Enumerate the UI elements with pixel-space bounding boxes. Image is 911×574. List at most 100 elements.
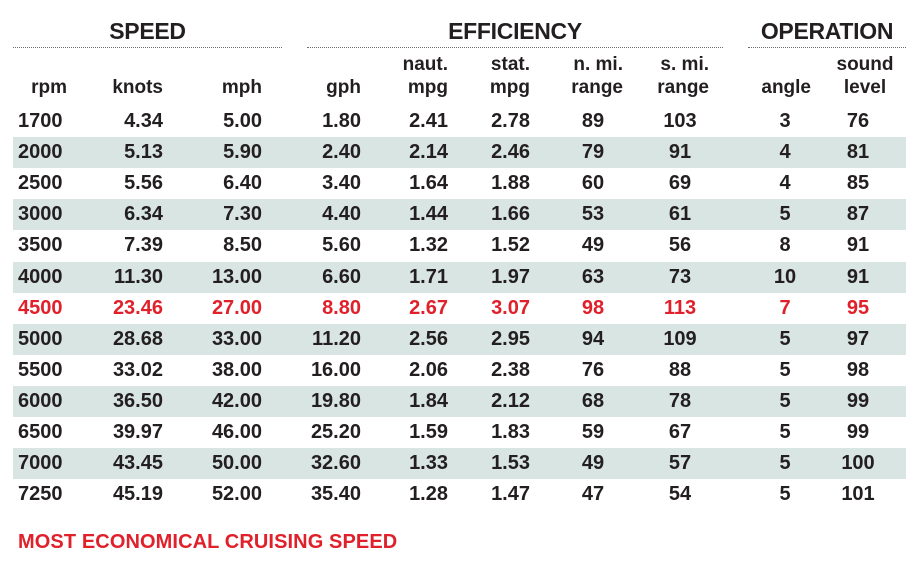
cell-knots: 23.46 — [112, 296, 163, 319]
cell-s-mi-range: 103 — [663, 110, 697, 132]
cell-naut-mpg: 1.59 — [409, 421, 448, 443]
cell-stat-mpg: 1.52 — [491, 234, 530, 257]
cell-angle: 5 — [779, 203, 791, 226]
column-header-naut-mpg-line1: naut. — [402, 54, 448, 75]
cell-gph: 3.40 — [322, 172, 361, 195]
cell-naut-mpg: 2.41 — [409, 110, 448, 132]
column-header-rpm: rpm — [31, 77, 67, 98]
cell-stat-mpg: 2.95 — [491, 327, 530, 350]
cell-rpm: 1700 — [18, 110, 63, 132]
group-rule-efficiency — [307, 47, 723, 48]
cell-knots: 6.34 — [124, 203, 163, 226]
cell-knots: 7.39 — [124, 234, 163, 257]
cell-naut-mpg: 1.84 — [409, 389, 448, 412]
cell-mph: 42.00 — [211, 389, 262, 412]
cell-sound-level: 100 — [841, 452, 875, 475]
table-row: 7000 43.45 50.00 32.60 1.33 1.53 49 57 5 100 — [13, 448, 906, 480]
cell-rpm: 4500 — [18, 296, 63, 319]
cell-knots: 11.30 — [114, 265, 163, 288]
table-row: 2000 5.13 5.90 2.40 2.14 2.46 79 91 4 81 — [13, 137, 906, 169]
table-row: 5500 33.02 38.00 16.00 2.06 2.38 76 88 5 98 — [13, 355, 906, 386]
table-row: 6000 36.50 42.00 19.80 1.84 2.12 68 78 5 99 — [13, 385, 906, 417]
column-header-s-mi-range: range — [657, 77, 709, 98]
cell-gph: 35.40 — [310, 483, 361, 506]
cell-stat-mpg: 1.47 — [491, 483, 530, 506]
column-header-naut-mpg: mpg — [407, 77, 448, 98]
cell-naut-mpg: 2.56 — [409, 327, 448, 350]
cell-n-mi-range: 68 — [581, 389, 605, 412]
cell-sound-level: 81 — [846, 141, 870, 164]
cell-rpm: 6500 — [18, 421, 63, 443]
column-header-s-mi-range-line1: s. mi. — [660, 54, 709, 75]
cell-mph: 50.00 — [211, 452, 262, 475]
cell-gph: 32.60 — [310, 452, 361, 475]
cell-stat-mpg: 1.97 — [491, 265, 530, 288]
footnote-economical-speed: MOST ECONOMICAL CRUISING SPEED — [18, 531, 398, 553]
cell-stat-mpg: 2.12 — [491, 389, 530, 412]
cell-n-mi-range: 79 — [581, 141, 605, 164]
table-row: 4000 11.30 13.00 6.60 1.71 1.97 63 73 10 91 — [13, 261, 906, 293]
column-header-stat-mpg: mpg — [489, 77, 530, 98]
cell-stat-mpg: 1.83 — [491, 421, 530, 443]
cell-mph: 5.00 — [223, 110, 262, 132]
cell-angle: 8 — [779, 234, 791, 257]
cell-naut-mpg: 1.64 — [409, 172, 448, 195]
cell-gph: 8.80 — [322, 296, 361, 319]
cell-knots: 36.50 — [112, 389, 163, 412]
cell-gph: 4.40 — [322, 203, 361, 226]
cell-angle: 5 — [779, 327, 791, 350]
cell-sound-level: 87 — [846, 203, 870, 226]
cell-gph: 6.60 — [322, 265, 361, 288]
cell-mph: 52.00 — [211, 483, 262, 506]
cell-n-mi-range: 94 — [581, 327, 605, 350]
cell-mph: 6.40 — [223, 172, 262, 195]
cell-rpm: 2000 — [18, 141, 63, 164]
cell-n-mi-range: 59 — [581, 421, 605, 443]
column-header-sound-level-line1: sound — [836, 54, 894, 75]
cell-n-mi-range: 76 — [581, 358, 605, 381]
group-title-operation: OPERATION — [760, 18, 894, 44]
table-row: 7250 45.19 52.00 35.40 1.28 1.47 47 54 5 101 — [13, 479, 906, 510]
cell-s-mi-range: 57 — [668, 452, 692, 475]
cell-gph: 25.20 — [310, 421, 361, 443]
cell-mph: 13.00 — [211, 265, 262, 288]
cell-angle: 10 — [773, 265, 797, 288]
cell-angle: 5 — [779, 483, 791, 506]
column-header-sound-level: level — [843, 77, 887, 98]
cell-stat-mpg: 2.38 — [491, 358, 530, 381]
group-title-efficiency: EFFICIENCY — [448, 18, 582, 44]
cell-rpm: 5500 — [18, 358, 63, 381]
cell-n-mi-range: 60 — [581, 172, 605, 195]
table-row: 3000 6.34 7.30 4.40 1.44 1.66 53 61 5 87 — [13, 199, 906, 231]
cell-sound-level: 98 — [846, 358, 870, 381]
cell-n-mi-range: 98 — [581, 296, 605, 319]
table-row: 6500 39.97 46.00 25.20 1.59 1.83 59 67 5 99 — [13, 417, 906, 448]
cell-mph: 33.00 — [211, 327, 262, 350]
cell-sound-level: 97 — [846, 327, 870, 350]
cell-s-mi-range: 54 — [668, 483, 692, 506]
column-header-gph: gph — [326, 77, 361, 98]
cell-rpm: 6000 — [18, 389, 63, 412]
table-row: 3500 7.39 8.50 5.60 1.32 1.52 49 56 8 91 — [13, 230, 906, 261]
cell-s-mi-range: 78 — [668, 389, 692, 412]
cell-stat-mpg: 3.07 — [491, 296, 530, 319]
cell-angle: 5 — [779, 389, 791, 412]
table-row: 1700 4.34 5.00 1.80 2.41 2.78 89 103 3 76 — [13, 106, 906, 137]
cell-knots: 43.45 — [112, 452, 163, 475]
cell-gph: 5.60 — [322, 234, 361, 257]
column-header-n-mi-range: range — [571, 77, 623, 98]
cell-rpm: 7250 — [18, 483, 63, 506]
cell-knots: 45.19 — [112, 483, 163, 506]
cell-knots: 4.34 — [124, 110, 163, 132]
cell-naut-mpg: 1.44 — [409, 203, 448, 226]
cell-rpm: 7000 — [18, 452, 63, 475]
cell-gph: 11.20 — [312, 327, 361, 350]
table-row-highlighted: 4500 23.46 27.00 8.80 2.67 3.07 98 113 7 95 — [13, 293, 906, 324]
table-row: 5000 28.68 33.00 11.20 2.56 2.95 94 109 5 97 — [13, 323, 906, 355]
cell-s-mi-range: 69 — [668, 172, 692, 195]
cell-s-mi-range: 67 — [668, 421, 692, 443]
cell-sound-level: 99 — [846, 389, 870, 412]
cell-sound-level: 99 — [846, 421, 870, 443]
cell-mph: 46.00 — [211, 421, 262, 443]
column-header-mph: mph — [221, 77, 262, 98]
